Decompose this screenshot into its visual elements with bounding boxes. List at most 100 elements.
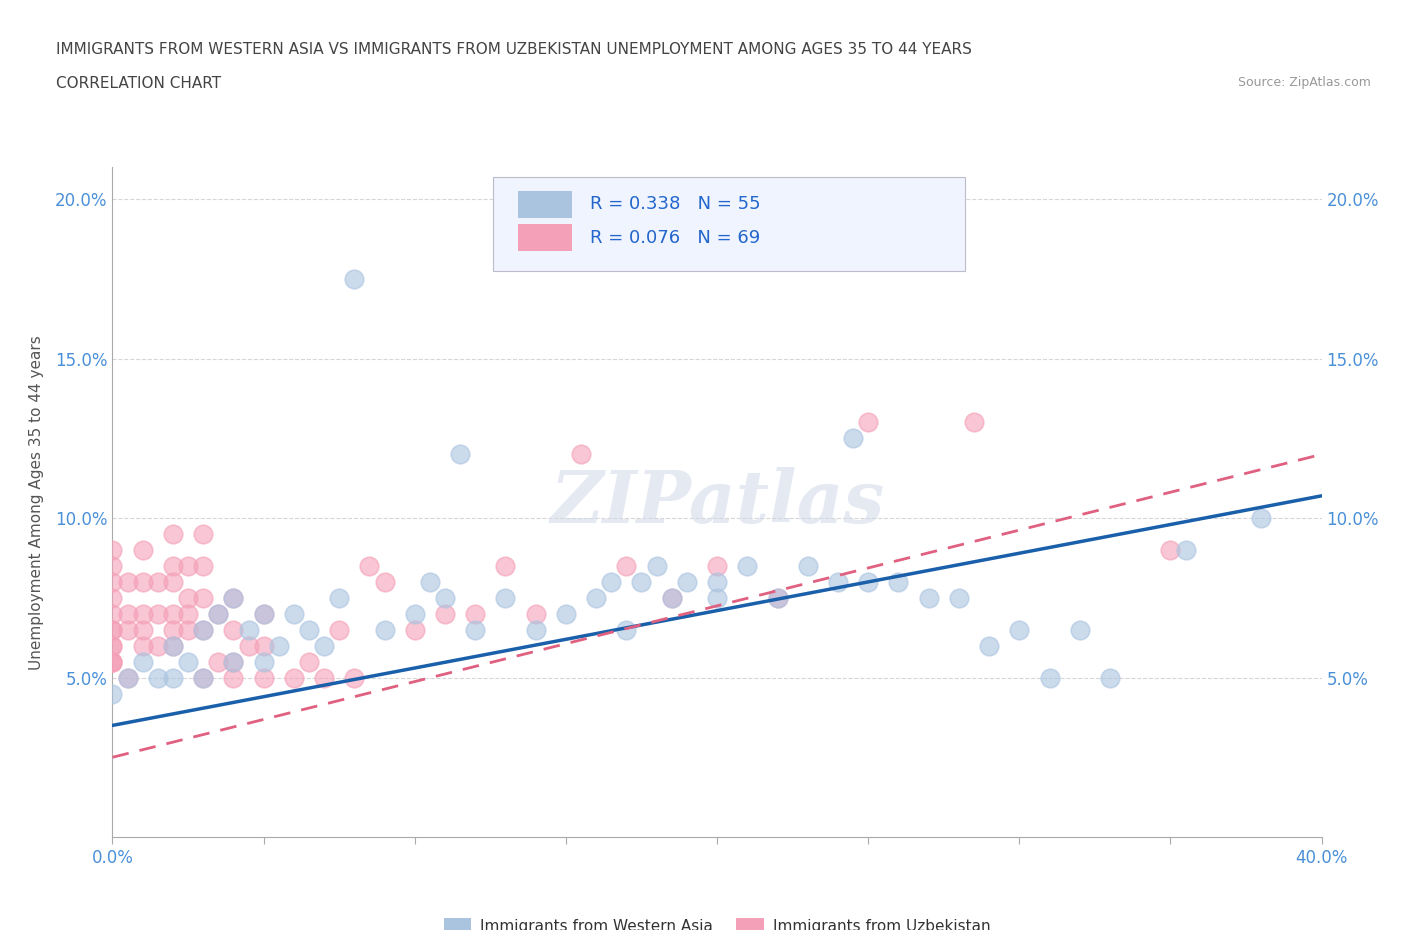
Text: R = 0.338   N = 55: R = 0.338 N = 55 (591, 195, 761, 213)
Point (162, 575, 184, 590)
Point (101, 575, 124, 590)
Point (675, 575, 697, 590)
Point (661, 591, 683, 605)
Point (267, 638, 290, 653)
Point (359, 559, 381, 574)
Point (117, 575, 139, 590)
Point (162, 638, 184, 653)
Point (1250, 511, 1272, 525)
Point (132, 575, 155, 590)
Point (449, 447, 471, 462)
Y-axis label: Unemployment Among Ages 35 to 44 years: Unemployment Among Ages 35 to 44 years (30, 335, 44, 670)
Point (146, 638, 169, 653)
Text: IMMIGRANTS FROM WESTERN ASIA VS IMMIGRANTS FROM UZBEKISTAN UNEMPLOYMENT AMONG AG: IMMIGRANTS FROM WESTERN ASIA VS IMMIGRAN… (56, 42, 972, 57)
Bar (517, 191, 572, 218)
Point (146, 575, 169, 590)
Point (374, 622, 396, 637)
Point (222, 671, 245, 685)
Point (207, 606, 229, 621)
Point (117, 671, 139, 685)
Point (101, 654, 124, 669)
Point (1038, 671, 1062, 685)
Point (101, 622, 124, 637)
Point (404, 622, 426, 637)
Point (737, 559, 759, 574)
Point (177, 559, 200, 574)
Point (177, 606, 200, 621)
Point (238, 622, 260, 637)
Point (283, 671, 305, 685)
Point (207, 606, 229, 621)
Text: R = 0.076   N = 69: R = 0.076 N = 69 (591, 229, 761, 246)
Point (314, 638, 336, 653)
Point (766, 591, 789, 605)
Point (222, 591, 245, 605)
Point (162, 638, 184, 653)
Point (645, 559, 668, 574)
Point (101, 654, 124, 669)
Point (661, 591, 683, 605)
Point (191, 671, 214, 685)
Point (101, 591, 124, 605)
Text: ZIPatlas: ZIPatlas (550, 467, 884, 538)
Point (191, 591, 214, 605)
Point (191, 622, 214, 637)
FancyBboxPatch shape (494, 178, 965, 272)
Point (616, 622, 638, 637)
Point (419, 575, 441, 590)
Point (766, 591, 789, 605)
Legend: Immigrants from Western Asia, Immigrants from Uzbekistan: Immigrants from Western Asia, Immigrants… (437, 911, 997, 930)
Point (314, 671, 336, 685)
Point (162, 606, 184, 621)
Point (298, 622, 321, 637)
Point (524, 622, 547, 637)
Point (328, 591, 350, 605)
Point (238, 638, 260, 653)
Point (856, 575, 880, 590)
Point (132, 606, 155, 621)
Point (1098, 671, 1121, 685)
Text: Source: ZipAtlas.com: Source: ZipAtlas.com (1237, 76, 1371, 89)
Point (191, 559, 214, 574)
Point (132, 638, 155, 653)
Point (343, 272, 366, 286)
Point (600, 575, 623, 590)
Point (343, 671, 366, 685)
Point (1008, 622, 1031, 637)
Point (495, 559, 517, 574)
Point (253, 606, 276, 621)
Point (796, 559, 818, 574)
Point (433, 591, 456, 605)
Point (101, 654, 124, 669)
Point (146, 606, 169, 621)
Point (328, 622, 350, 637)
Point (1174, 542, 1197, 557)
Point (495, 591, 517, 605)
Point (101, 686, 124, 701)
Point (253, 671, 276, 685)
Point (177, 622, 200, 637)
Point (101, 638, 124, 653)
Point (842, 431, 865, 445)
Point (162, 671, 184, 685)
Point (132, 622, 155, 637)
Point (101, 622, 124, 637)
Point (117, 622, 139, 637)
Point (283, 606, 305, 621)
Point (222, 622, 245, 637)
Point (554, 606, 576, 621)
Point (827, 575, 849, 590)
Point (918, 591, 941, 605)
Point (404, 606, 426, 621)
Point (464, 606, 486, 621)
Point (101, 542, 124, 557)
Text: CORRELATION CHART: CORRELATION CHART (56, 76, 221, 91)
Point (585, 591, 607, 605)
Point (162, 559, 184, 574)
Point (146, 671, 169, 685)
Point (706, 559, 728, 574)
Point (963, 415, 986, 430)
Point (191, 526, 214, 541)
Point (162, 622, 184, 637)
Point (162, 526, 184, 541)
